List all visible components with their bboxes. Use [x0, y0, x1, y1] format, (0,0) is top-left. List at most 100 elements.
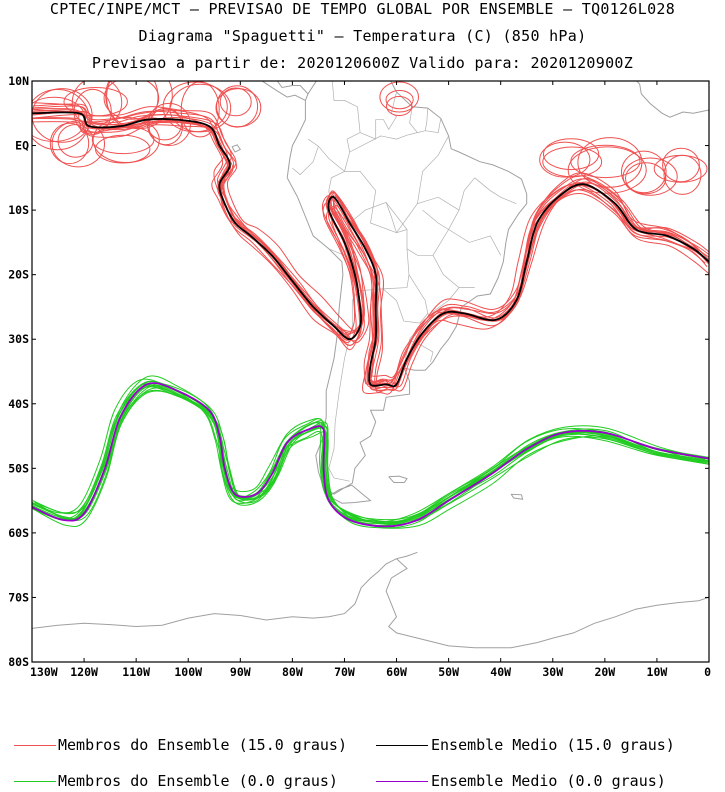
lon-label: 120W: [70, 665, 98, 679]
legend-cold-mean-label: Ensemble Medio (0.0 graus): [431, 772, 666, 790]
isotherm-15-member: [33, 102, 709, 379]
country-border: [307, 81, 361, 173]
country-border: [349, 118, 442, 153]
legend-warm-members-swatch: [14, 745, 56, 746]
south-america-coast: [286, 81, 528, 495]
isotherm-15-member-loop: [543, 138, 600, 171]
isotherm-15-member-loop: [105, 81, 173, 130]
isotherm-15-member-loop: [219, 87, 252, 117]
legend-cold-members-swatch: [14, 781, 56, 782]
africa-coast: [636, 81, 709, 118]
lat-label: 10N: [8, 74, 29, 88]
south-georgia-coast: [510, 493, 524, 500]
isotherm-0-member: [32, 385, 709, 525]
isotherm-15-member-loop: [385, 90, 414, 110]
lon-label: 0: [704, 665, 711, 679]
map-frame: [31, 80, 710, 663]
legend-cold-mean-swatch: [376, 781, 428, 782]
isotherm-15-member: [32, 105, 709, 384]
isotherm-15-member-loop: [621, 150, 667, 194]
isotherm-15-member-loop: [570, 144, 641, 179]
isotherm-15-member: [35, 111, 709, 388]
country-border: [382, 274, 429, 324]
isotherm-0-layer: [32, 375, 709, 529]
isotherm-0-member: [33, 390, 709, 529]
isotherm-15-member-loop: [49, 122, 90, 165]
isotherm-15-member-loop: [103, 81, 160, 120]
country-border: [417, 135, 449, 204]
isotherm-15-member-loop: [51, 120, 106, 168]
legend-warm-mean-swatch: [376, 745, 428, 746]
galapagos-coast: [231, 144, 242, 153]
isotherm-0-member: [32, 385, 709, 525]
isotherm-15-member: [32, 107, 706, 386]
isotherm-15-member-loop: [32, 89, 90, 151]
isotherm-15-member: [32, 109, 709, 385]
country-border: [432, 229, 475, 288]
weddell-coast: [385, 558, 709, 649]
isotherm-15-layer: [32, 81, 709, 395]
isotherm-0-member: [32, 383, 709, 529]
isotherm-0-ensemble-mean: [32, 382, 709, 528]
country-border: [292, 146, 319, 176]
isotherm-0-member: [32, 384, 709, 524]
central-america-pacific-coast: [261, 81, 306, 101]
isotherm-15-member-loop: [539, 141, 591, 178]
lat-label: 50S: [8, 461, 29, 475]
isotherm-15-member-loop: [180, 81, 220, 138]
lon-label: 90W: [230, 665, 251, 679]
isotherm-0-member: [34, 375, 709, 523]
legend-warm-members-label: Membros do Ensemble (15.0 graus): [58, 736, 347, 754]
falklands-coast: [388, 475, 408, 483]
country-border: [385, 202, 408, 234]
central-america-coast: [276, 81, 309, 95]
lat-label: 40S: [8, 397, 29, 411]
isotherm-15-member-loop: [542, 146, 603, 178]
country-border: [430, 287, 460, 314]
lon-label: 40W: [490, 665, 511, 679]
isotherm-15-member-loop: [625, 162, 667, 195]
isotherm-15-ensemble-mean: [32, 111, 709, 388]
country-border: [474, 177, 517, 205]
isotherm-15-member-loop: [379, 81, 420, 113]
lat-label: 10S: [8, 203, 29, 217]
country-border: [422, 209, 449, 230]
country-border: [448, 177, 502, 256]
lon-label: 10W: [647, 665, 668, 679]
lon-label: 20W: [594, 665, 615, 679]
isotherm-15-member: [32, 103, 709, 385]
lon-label: 30W: [542, 665, 563, 679]
isotherm-15-member-loop: [386, 96, 413, 116]
lon-label: 80W: [282, 665, 303, 679]
coastline-layer: [32, 0, 709, 649]
country-border: [396, 196, 460, 233]
antarctic-peninsula-coast: [32, 551, 418, 629]
isotherm-15-member-loop: [577, 137, 643, 188]
country-border: [344, 171, 397, 234]
header-title-line1: CPTEC/INPE/MCT – PREVISAO DE TEMPO GLOBA…: [49, 0, 676, 18]
lon-label: 60W: [386, 665, 407, 679]
country-border: [328, 290, 358, 482]
isotherm-15-member-loop: [567, 146, 647, 194]
isotherm-15-member-loop: [169, 83, 232, 133]
country-border: [409, 106, 418, 133]
country-border: [406, 248, 433, 256]
lat-label: EQ: [15, 139, 29, 153]
tierra-del-fuego-coast: [327, 484, 372, 504]
isotherm-15-member-loop: [63, 87, 128, 117]
lat-label: 60S: [8, 526, 29, 540]
isotherm-0-member: [32, 378, 704, 521]
cuba-coast: [266, 0, 322, 17]
lat-label: 30S: [8, 332, 29, 346]
isotherm-15-member-loop: [663, 154, 702, 195]
legend-cold-members-label: Membros do Ensemble (0.0 graus): [58, 772, 338, 790]
lat-label: 20S: [8, 268, 29, 282]
isotherm-15-member-loop: [146, 108, 182, 141]
lon-label: 110W: [122, 665, 150, 679]
header-title-line3: Previsao a partir de: 2020120600Z Valido…: [91, 54, 634, 72]
isotherm-15-member-loop: [216, 85, 259, 128]
legend-warm-mean-label: Ensemble Medio (15.0 graus): [431, 736, 675, 754]
isotherm-15-member-loop: [92, 117, 160, 163]
